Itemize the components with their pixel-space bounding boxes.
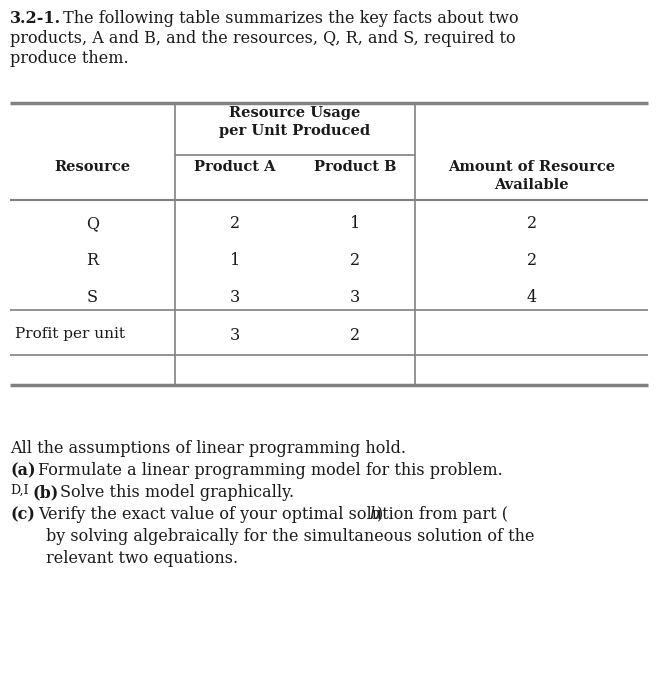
Text: Profit per unit: Profit per unit [15,327,125,341]
Text: The following table summarizes the key facts about two: The following table summarizes the key f… [58,10,519,27]
Text: Solve this model graphically.: Solve this model graphically. [60,484,294,501]
Text: R: R [87,252,98,269]
Text: Q: Q [86,216,99,233]
Text: 2: 2 [526,252,537,269]
Text: Amount of Resource
Available: Amount of Resource Available [448,160,615,193]
Text: produce them.: produce them. [10,50,129,67]
Text: 1: 1 [230,252,240,269]
Text: 1: 1 [350,216,360,233]
Text: (c): (c) [10,506,35,523]
Text: Resource Usage
per Unit Produced: Resource Usage per Unit Produced [219,106,371,138]
Text: Resource: Resource [54,160,131,174]
Text: D,I: D,I [10,484,28,497]
Text: ): ) [377,506,383,523]
Text: by solving algebraically for the simultaneous solution of the: by solving algebraically for the simulta… [46,528,535,545]
Text: 3: 3 [230,289,240,306]
Text: products, A and B, and the resources, Q, R, and S, required to: products, A and B, and the resources, Q,… [10,30,516,47]
Text: 4: 4 [526,289,537,306]
Text: b: b [369,506,380,523]
Text: (b): (b) [32,484,58,501]
Text: Verify the exact value of your optimal solution from part (: Verify the exact value of your optimal s… [38,506,508,523]
Text: relevant two equations.: relevant two equations. [46,550,238,567]
Text: S: S [87,289,98,306]
Text: 2: 2 [230,216,240,233]
Text: All the assumptions of linear programming hold.: All the assumptions of linear programmin… [10,440,406,457]
Text: 3.2-1.: 3.2-1. [10,10,61,27]
Text: Product B: Product B [314,160,396,174]
Text: Product A: Product A [194,160,276,174]
Text: Formulate a linear programming model for this problem.: Formulate a linear programming model for… [38,462,503,479]
Text: 2: 2 [350,252,360,269]
Text: 2: 2 [526,216,537,233]
Text: 3: 3 [350,289,360,306]
Text: 3: 3 [230,327,240,344]
Text: 2: 2 [350,327,360,344]
Text: (a): (a) [10,462,36,479]
